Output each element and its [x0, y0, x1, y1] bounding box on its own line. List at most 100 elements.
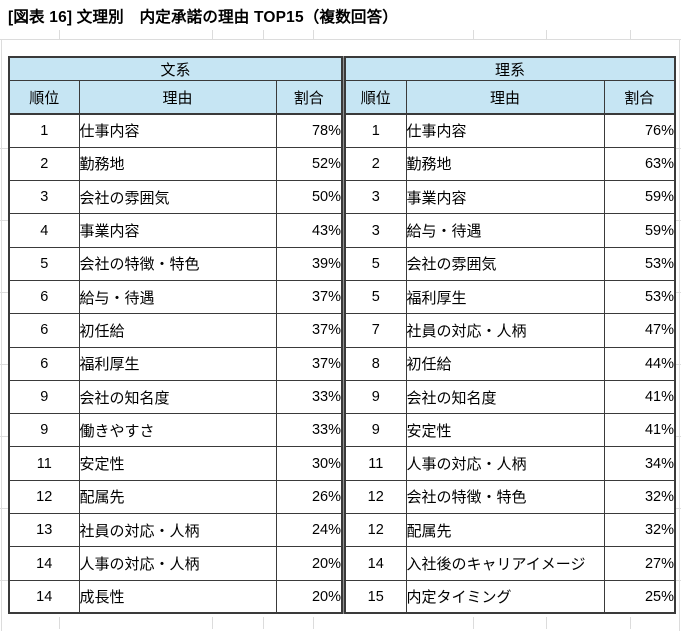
- rank-cell: 9: [8, 379, 80, 415]
- reason-cell: 給与・待遇: [405, 213, 605, 248]
- table-row: 6 給与・待遇 37%: [8, 279, 343, 315]
- rank-cell: 1: [344, 113, 407, 148]
- figure-title: [図表 16] 文理別 内定承諾の理由 TOP15（複数回答）: [8, 9, 399, 26]
- reason-cell: 内定タイミング: [405, 579, 605, 614]
- excel-gridline: [313, 617, 314, 629]
- reason-cell: 人事の対応・人柄: [405, 446, 605, 481]
- col-header-reason: 理由: [78, 80, 277, 115]
- table-row: 12 配属先 26%: [8, 479, 343, 515]
- share-cell: 37%: [275, 346, 343, 381]
- excel-gridline: [546, 30, 547, 40]
- share-cell: 37%: [275, 279, 343, 315]
- share-cell: 52%: [275, 146, 343, 182]
- bunkei-table-body: 1 仕事内容 78% 2 勤務地 52% 3 会社の雰囲気 50% 4 事業内容 43% 5 会社の特徴・…: [8, 113, 343, 614]
- reason-cell: 福利厚生: [405, 279, 605, 315]
- table-row: 3 会社の雰囲気 50%: [8, 180, 343, 215]
- rank-cell: 12: [344, 513, 407, 548]
- group-header-rikei: 理系: [344, 56, 676, 81]
- share-cell: 59%: [603, 180, 676, 215]
- share-cell: 34%: [603, 446, 676, 481]
- excel-gridline: [674, 220, 681, 221]
- share-cell: 27%: [603, 546, 676, 581]
- reason-cell: 初任給: [405, 346, 605, 381]
- table-row: 1 仕事内容 76%: [344, 113, 676, 148]
- reason-cell: 会社の雰囲気: [78, 180, 277, 215]
- group-header-row: 文系: [8, 56, 343, 81]
- reason-cell: 社員の対応・人柄: [405, 313, 605, 348]
- share-cell: 32%: [603, 513, 676, 548]
- rank-cell: 12: [8, 479, 80, 515]
- share-cell: 63%: [603, 146, 676, 182]
- table-row: 12 会社の特徴・特色 32%: [344, 479, 676, 515]
- reason-cell: 会社の特徴・特色: [78, 246, 277, 281]
- reason-cell: 給与・待遇: [78, 279, 277, 315]
- rank-cell: 9: [8, 413, 80, 448]
- rank-cell: 14: [344, 546, 407, 581]
- rikei-table: 理系 順位 理由 割合 1 仕事内容 76% 2 勤務地 63% 3 事業内容 59% 3 給与・待…: [344, 56, 676, 615]
- rank-cell: 11: [344, 446, 407, 481]
- reason-cell: 会社の特徴・特色: [405, 479, 605, 515]
- excel-gridline: [674, 436, 681, 437]
- table-row: 2 勤務地 63%: [344, 146, 676, 182]
- table-row: 8 初任給 44%: [344, 346, 676, 381]
- reason-cell: 安定性: [78, 446, 277, 481]
- share-cell: 39%: [275, 246, 343, 281]
- table-row: 2 勤務地 52%: [8, 146, 343, 182]
- share-cell: 76%: [603, 113, 676, 148]
- reason-cell: 安定性: [405, 413, 605, 448]
- excel-gridline: [0, 364, 8, 365]
- excel-gridline: [1, 40, 2, 631]
- excel-gridline: [59, 30, 60, 40]
- table-row: 15 内定タイミング 25%: [344, 579, 676, 614]
- share-cell: 37%: [275, 313, 343, 348]
- reason-cell: 事業内容: [78, 213, 277, 248]
- table-row: 14 成長性 20%: [8, 579, 343, 614]
- rank-cell: 2: [8, 146, 80, 182]
- rank-cell: 6: [8, 279, 80, 315]
- reason-cell: 福利厚生: [78, 346, 277, 381]
- excel-gridline: [473, 30, 474, 40]
- rank-cell: 14: [8, 579, 80, 614]
- reason-cell: 配属先: [405, 513, 605, 548]
- comparison-tables: 文系 順位 理由 割合 1 仕事内容 78% 2 勤務地 52% 3 会社の雰囲気 50% 4 事業…: [8, 56, 676, 615]
- excel-gridline: [674, 508, 681, 509]
- rank-cell: 9: [344, 413, 407, 448]
- reason-cell: 入社後のキャリアイメージ: [405, 546, 605, 581]
- rank-cell: 4: [8, 213, 80, 248]
- excel-gridline: [263, 617, 264, 629]
- rank-cell: 6: [8, 346, 80, 381]
- excel-gridline: [0, 292, 8, 293]
- excel-gridline: [0, 148, 8, 149]
- table-row: 14 入社後のキャリアイメージ 27%: [344, 546, 676, 581]
- rank-cell: 5: [344, 279, 407, 315]
- reason-cell: 人事の対応・人柄: [78, 546, 277, 581]
- excel-gridline: [0, 436, 8, 437]
- col-header-share: 割合: [603, 80, 676, 115]
- table-row: 5 福利厚生 53%: [344, 279, 676, 315]
- table-divider: [343, 56, 344, 615]
- share-cell: 41%: [603, 379, 676, 415]
- rank-cell: 3: [8, 180, 80, 215]
- share-cell: 32%: [603, 479, 676, 515]
- reason-cell: 勤務地: [405, 146, 605, 182]
- share-cell: 47%: [603, 313, 676, 348]
- share-cell: 20%: [275, 579, 343, 614]
- excel-gridline: [546, 617, 547, 629]
- table-row: 3 給与・待遇 59%: [344, 213, 676, 248]
- group-header-row: 理系: [344, 56, 676, 81]
- excel-gridline: [0, 39, 681, 40]
- share-cell: 50%: [275, 180, 343, 215]
- reason-cell: 社員の対応・人柄: [78, 513, 277, 548]
- group-header-bunkei: 文系: [8, 56, 343, 81]
- rank-cell: 8: [344, 346, 407, 381]
- share-cell: 78%: [275, 113, 343, 148]
- rank-cell: 7: [344, 313, 407, 348]
- share-cell: 53%: [603, 246, 676, 281]
- table-row: 1 仕事内容 78%: [8, 113, 343, 148]
- excel-gridline: [674, 364, 681, 365]
- reason-cell: 成長性: [78, 579, 277, 614]
- reason-cell: 初任給: [78, 313, 277, 348]
- share-cell: 25%: [603, 579, 676, 614]
- share-cell: 44%: [603, 346, 676, 381]
- share-cell: 59%: [603, 213, 676, 248]
